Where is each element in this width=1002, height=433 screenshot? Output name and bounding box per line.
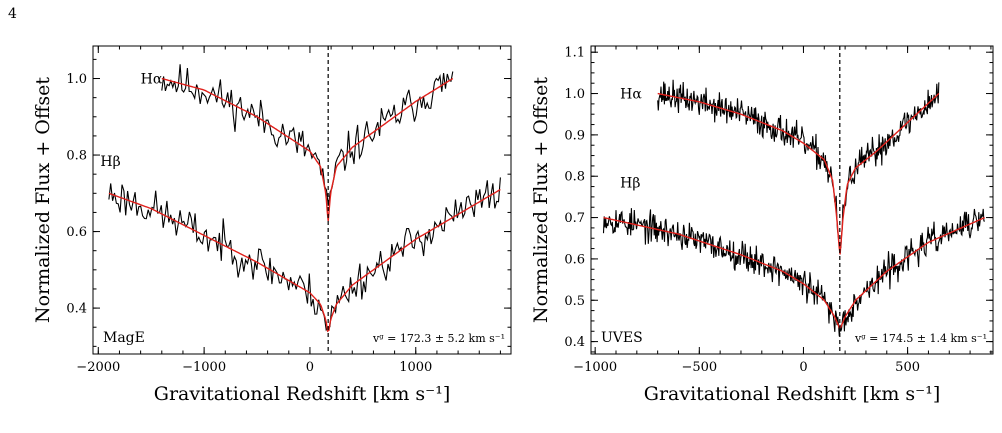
- plot-frame: [92, 45, 512, 355]
- model-fit-hbeta: [108, 188, 501, 333]
- velocity-annotation: vᵍ = 174.5 ± 1.4 km s⁻¹: [854, 332, 987, 345]
- model-fit-halpha: [657, 92, 940, 255]
- x-axis-label: Gravitational Redshift [km s⁻¹]: [154, 383, 450, 405]
- series-label-halpha: Hα: [141, 72, 163, 88]
- plot-area: [602, 79, 985, 337]
- x-tick-label: 0: [799, 360, 807, 375]
- model-fit-hbeta: [603, 216, 985, 329]
- instrument-label: UVES: [601, 330, 643, 346]
- y-tick-label: 0.8: [564, 170, 585, 185]
- instrument-label: MagE: [103, 330, 145, 346]
- chart-panel-uves: Hα Hβ −1000 −500 0 500 0.4 0.5 0.6 0.7 0.8 0.9 1.0 1.…: [530, 45, 994, 405]
- x-tick-label: 500: [895, 360, 920, 375]
- y-axis-label: Normalized Flux + Offset: [530, 77, 552, 323]
- series-label-hbeta: Hβ: [100, 154, 120, 170]
- y-tick-label: 0.9: [564, 128, 585, 143]
- plot-area: [108, 64, 501, 333]
- y-tick-label: 0.8: [66, 149, 87, 164]
- y-tick-label: 0.7: [564, 211, 585, 226]
- y-tick-label: 1.0: [564, 87, 585, 102]
- y-tick-label: 0.5: [564, 294, 585, 309]
- y-tick-label: 1.0: [66, 72, 87, 87]
- x-tick-label: −500: [681, 360, 717, 375]
- chart-panel-mage: Hα Hβ −2000 −1000 0 1000 0.4 0.6 0.8 1.0 Gravitati…: [32, 45, 512, 405]
- data-spectrum-hbeta: [108, 177, 501, 332]
- y-tick-label: 0.4: [66, 302, 87, 317]
- x-tick-label: −2000: [76, 360, 120, 375]
- x-tick-label: −1000: [573, 360, 617, 375]
- x-tick-label: 1000: [399, 360, 432, 375]
- y-tick-label: 1.1: [564, 46, 585, 61]
- y-tick-label: 0.4: [564, 335, 585, 350]
- velocity-annotation: vᵍ = 172.3 ± 5.2 km s⁻¹: [372, 332, 505, 345]
- page-number: 4: [8, 6, 17, 22]
- y-tick-label: 0.6: [564, 252, 585, 267]
- x-tick-label: 0: [306, 360, 314, 375]
- x-axis-label: Gravitational Redshift [km s⁻¹]: [644, 383, 940, 405]
- y-axis-label: Normalized Flux + Offset: [32, 77, 54, 323]
- x-tick-label: −1000: [182, 360, 226, 375]
- plot-frame: [590, 45, 994, 355]
- series-label-hbeta: Hβ: [620, 175, 640, 191]
- data-spectrum-hbeta: [602, 208, 985, 337]
- data-spectrum-halpha: [161, 64, 454, 206]
- y-tick-label: 0.6: [66, 225, 87, 240]
- model-fit-halpha: [161, 77, 454, 222]
- series-label-halpha: Hα: [620, 87, 642, 103]
- data-spectrum-halpha: [657, 79, 940, 251]
